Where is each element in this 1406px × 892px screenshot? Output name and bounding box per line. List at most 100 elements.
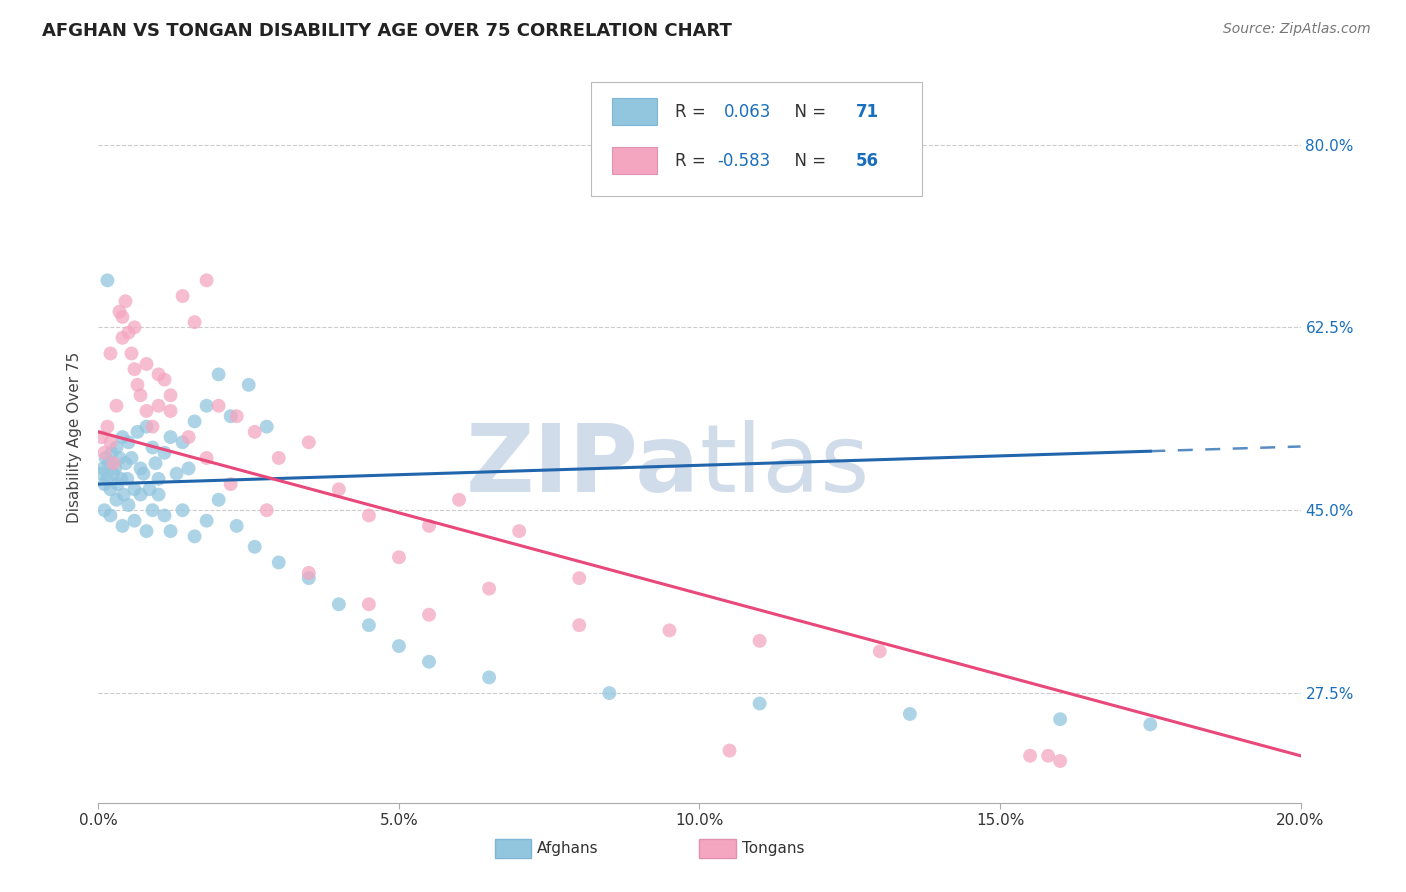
FancyBboxPatch shape xyxy=(612,98,658,126)
Text: -0.583: -0.583 xyxy=(717,153,770,170)
Y-axis label: Disability Age Over 75: Disability Age Over 75 xyxy=(67,351,83,523)
Point xyxy=(103,456,125,470)
Point xyxy=(172,435,194,450)
Point xyxy=(94,450,117,465)
Point xyxy=(111,310,134,324)
Point xyxy=(267,450,290,465)
Text: AFGHAN VS TONGAN DISABILITY AGE OVER 75 CORRELATION CHART: AFGHAN VS TONGAN DISABILITY AGE OVER 75 … xyxy=(42,22,733,40)
Point xyxy=(91,461,114,475)
Point xyxy=(148,472,170,486)
Text: R =: R = xyxy=(675,153,711,170)
Point xyxy=(138,483,160,497)
Point xyxy=(100,508,122,523)
Text: 56: 56 xyxy=(856,153,879,170)
Point xyxy=(195,450,218,465)
Point xyxy=(225,409,247,424)
Text: 71: 71 xyxy=(856,103,879,121)
Text: ZIPa: ZIPa xyxy=(465,420,699,512)
Point xyxy=(195,514,218,528)
Text: tlas: tlas xyxy=(699,420,870,512)
Point xyxy=(104,461,127,475)
Point xyxy=(100,346,122,360)
Point xyxy=(100,435,122,450)
Point xyxy=(129,487,152,501)
Text: Afghans: Afghans xyxy=(537,841,599,856)
FancyBboxPatch shape xyxy=(495,839,531,858)
Point xyxy=(153,508,176,523)
Point xyxy=(129,388,152,402)
Point xyxy=(105,441,128,455)
Point xyxy=(166,467,188,481)
Point xyxy=(447,492,470,507)
Point xyxy=(127,425,149,439)
Point xyxy=(256,503,278,517)
Point xyxy=(107,477,129,491)
Point xyxy=(141,503,163,517)
Point xyxy=(267,556,290,570)
Point xyxy=(124,320,146,334)
Point xyxy=(219,409,242,424)
Point xyxy=(177,430,200,444)
Point xyxy=(1139,717,1161,731)
Point xyxy=(103,467,125,481)
Point xyxy=(418,655,440,669)
Point xyxy=(105,399,128,413)
Point xyxy=(121,450,143,465)
Point xyxy=(135,404,157,418)
Point xyxy=(127,377,149,392)
Point xyxy=(141,441,163,455)
Point xyxy=(388,639,411,653)
Point xyxy=(508,524,530,538)
Point xyxy=(124,362,146,376)
Point xyxy=(117,472,139,486)
Point xyxy=(93,503,115,517)
Text: R =: R = xyxy=(675,103,717,121)
Point xyxy=(1049,754,1071,768)
Point xyxy=(195,399,218,413)
Point xyxy=(568,618,591,632)
Point xyxy=(112,487,135,501)
Point xyxy=(121,346,143,360)
Point xyxy=(96,472,118,486)
Point xyxy=(328,483,350,497)
Point xyxy=(96,273,118,287)
Point xyxy=(243,540,266,554)
Point xyxy=(145,456,167,470)
Point xyxy=(478,670,501,684)
Point xyxy=(96,419,118,434)
Point xyxy=(90,430,112,444)
Point xyxy=(183,529,205,543)
Point xyxy=(219,477,242,491)
Point xyxy=(208,368,231,382)
Point xyxy=(153,446,176,460)
Point xyxy=(328,597,350,611)
Point xyxy=(117,435,139,450)
FancyBboxPatch shape xyxy=(699,839,735,858)
Point xyxy=(100,483,122,497)
Point xyxy=(1049,712,1071,726)
Point xyxy=(117,498,139,512)
Point xyxy=(93,477,115,491)
Point xyxy=(357,508,380,523)
Point xyxy=(243,425,266,439)
Point xyxy=(748,633,770,648)
Point xyxy=(898,706,921,721)
Point xyxy=(124,514,146,528)
Text: Source: ZipAtlas.com: Source: ZipAtlas.com xyxy=(1223,22,1371,37)
Point xyxy=(114,294,136,309)
Point xyxy=(869,644,891,658)
Text: 0.063: 0.063 xyxy=(724,103,770,121)
Point xyxy=(658,624,681,638)
Point xyxy=(598,686,620,700)
Point xyxy=(111,331,134,345)
Point xyxy=(93,446,115,460)
Point xyxy=(132,467,155,481)
Point xyxy=(135,419,157,434)
Point xyxy=(111,430,134,444)
Point xyxy=(98,456,121,470)
Point xyxy=(135,357,157,371)
Point xyxy=(298,435,321,450)
Point xyxy=(357,597,380,611)
Point xyxy=(141,419,163,434)
Point xyxy=(129,461,152,475)
